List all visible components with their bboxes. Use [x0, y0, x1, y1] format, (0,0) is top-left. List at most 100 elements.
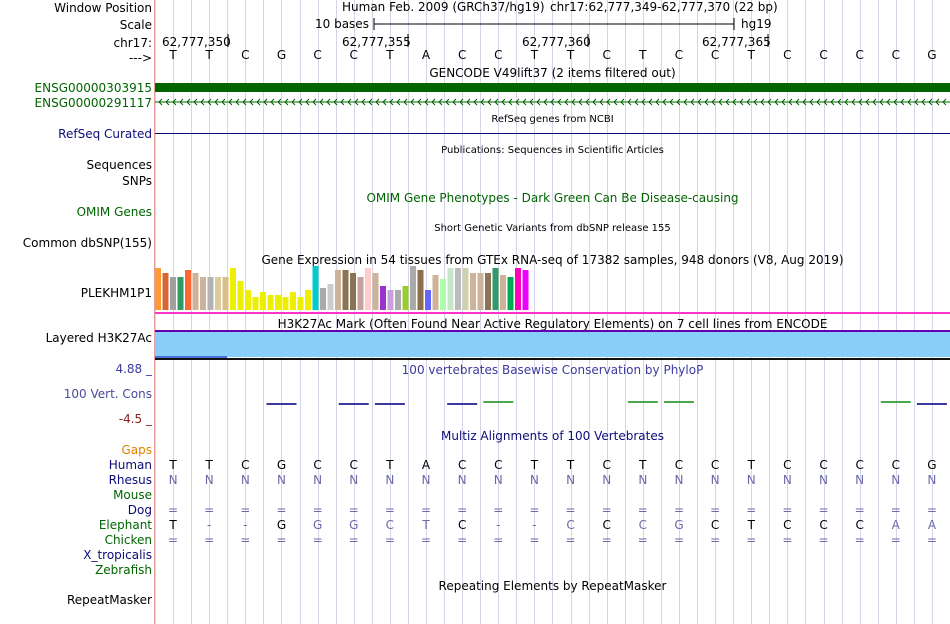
gene-label-2[interactable]: ENSG00000291117 [34, 96, 152, 110]
alignment-base: = [493, 533, 504, 547]
alignment-base: C [783, 458, 792, 472]
strand-chevron [564, 98, 569, 106]
alignment-base: C [710, 458, 720, 472]
alignment-base: T [747, 458, 755, 472]
alignment-base: N [529, 473, 539, 487]
gtex-tissue-bar [245, 290, 251, 310]
gtex-tissue-bar [260, 292, 266, 310]
chrom-label: chr17: [113, 36, 152, 50]
gtex-tissue-bar [380, 286, 386, 310]
base-letter: T [566, 48, 575, 62]
strand-chevron [739, 98, 744, 106]
strand-chevron [291, 98, 296, 106]
alignment-base: = [384, 503, 395, 517]
alignment-base: N [782, 473, 792, 487]
publications-track-title: Publications: Sequences in Scientific Ar… [441, 145, 664, 156]
base-letter: T [747, 48, 755, 62]
strand-chevron [900, 98, 905, 106]
gene-label-1[interactable]: ENSG00000303915 [34, 81, 152, 95]
alignment-base: C [638, 518, 648, 532]
ruler-tick-label: 62,777,355 [342, 35, 411, 49]
phylop-track-label[interactable]: 100 Vert. Cons [63, 387, 152, 401]
strand-chevron [487, 98, 492, 106]
alignment-base: = [854, 533, 865, 547]
strand-chevron [508, 98, 513, 106]
gtex-tissue-bar [372, 273, 379, 310]
phylop-score-mark [374, 403, 405, 405]
strand-chevron [403, 98, 408, 106]
base-letter: G [276, 48, 287, 62]
gtex-tissue-bar [155, 268, 161, 310]
gtex-bar-chart[interactable] [155, 266, 950, 316]
browser-image-panel[interactable]: Human Feb. 2009 (GRCh37/hg19) chr17:62,7… [155, 0, 950, 624]
strand-chevron [228, 98, 233, 106]
alignment-base: C [457, 458, 467, 472]
strand-chevron [844, 98, 849, 106]
track-label-column: Window Position Scale chr17: ---> ENSG00… [0, 0, 154, 624]
snps-label[interactable]: SNPs [122, 174, 152, 188]
base-letter: A [421, 48, 431, 62]
strand-chevron [634, 98, 639, 106]
alignment-base: C [457, 518, 467, 532]
strand-chevron [935, 98, 940, 106]
strand-chevron [473, 98, 478, 106]
ruler-tick-label: 62,777,350 [162, 35, 231, 49]
alignment-base: = [637, 503, 648, 517]
phylop-score-mark [880, 401, 911, 403]
omim-track-label[interactable]: OMIM Genes [76, 205, 152, 219]
gtex-tissue-bar [252, 297, 259, 310]
refseq-track-label[interactable]: RefSeq Curated [58, 127, 152, 141]
alignment-base: = [746, 533, 757, 547]
gene-bar-2[interactable] [155, 96, 950, 108]
h3k27ac-top-border [155, 330, 950, 332]
strand-chevron [627, 98, 632, 106]
strand-chevron [816, 98, 821, 106]
alignment-base: = [384, 533, 395, 547]
strand-chevron [193, 98, 198, 106]
dbsnp-track-label[interactable]: Common dbSNP(155) [22, 236, 152, 250]
gtex-tissue-bar [305, 290, 311, 310]
alignment-base: = [890, 503, 901, 517]
h3k27ac-signal[interactable] [155, 332, 950, 357]
strand-chevron [662, 98, 667, 106]
refseq-track-title: RefSeq genes from NCBI [491, 114, 614, 125]
strand-chevron [424, 98, 429, 106]
alignment-base: N [457, 473, 467, 487]
strand-chevron [368, 98, 373, 106]
strand-chevron [550, 98, 555, 106]
strand-chevron [410, 98, 415, 106]
alignment-base: A [891, 518, 900, 532]
publications-track-label[interactable]: Sequences [86, 158, 152, 172]
h3k27ac-track-label[interactable]: Layered H3K27Ac [45, 331, 152, 345]
strand-chevron [494, 98, 499, 106]
db-text: hg19 [741, 17, 772, 31]
gtex-tissue-bar [342, 270, 349, 310]
alignment-base: - [532, 518, 537, 532]
phylop-plot[interactable] [155, 378, 950, 428]
assembly-text: Human Feb. 2009 (GRCh37/hg19) [342, 0, 545, 14]
strand-chevron [249, 98, 254, 106]
gtex-tissue-bar [350, 273, 356, 310]
rmsk-track-label[interactable]: RepeatMasker [66, 593, 152, 607]
phylop-track-title: 100 vertebrates Basewise Conservation by… [401, 363, 704, 377]
strand-chevron [480, 98, 485, 106]
alignment-base: = [926, 503, 937, 517]
strand-chevron [809, 98, 814, 106]
alignment-base: N [168, 473, 178, 487]
alignment-base: N [819, 473, 828, 487]
alignment-base: G [349, 518, 359, 532]
base-letter: C [819, 48, 828, 62]
gene-bar-1[interactable] [155, 83, 950, 92]
strand-chevron [655, 98, 660, 106]
gtex-tissue-bar [177, 277, 184, 310]
strand-chevron [837, 98, 842, 106]
strand-chevron [711, 98, 716, 106]
alignment-base: C [566, 518, 575, 532]
strand-chevron [830, 98, 835, 106]
alignment-base: C [819, 458, 828, 472]
alignment-base: N [674, 473, 684, 487]
gtex-gene-label[interactable]: PLEKHM1P1 [80, 286, 152, 300]
strand-chevron [704, 98, 709, 106]
alignment-base: N [204, 473, 214, 487]
dbsnp-track-title: Short Genetic Variants from dbSNP releas… [434, 223, 671, 234]
